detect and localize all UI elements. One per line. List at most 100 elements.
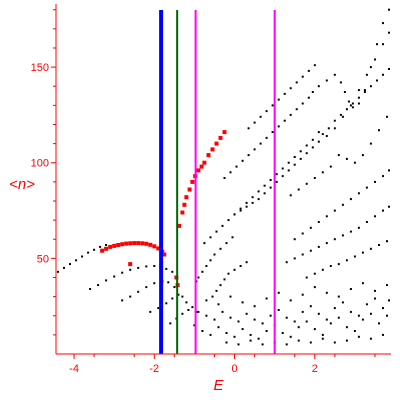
data-point [93, 248, 96, 251]
data-point [247, 127, 250, 130]
data-point [301, 293, 304, 296]
data-point [388, 31, 390, 34]
highlight-point [156, 246, 161, 251]
data-point [333, 73, 336, 76]
data-point [388, 205, 390, 208]
data-point [215, 289, 218, 292]
data-point [297, 188, 300, 191]
data-point [281, 175, 284, 178]
data-point [382, 209, 384, 212]
data-point [169, 322, 172, 325]
data-point [229, 295, 232, 298]
data-point [277, 125, 280, 128]
data-point [217, 303, 220, 306]
data-point [217, 326, 220, 329]
data-point [213, 253, 216, 256]
data-point [369, 312, 372, 315]
data-point [349, 288, 352, 290]
highlight-point [128, 262, 133, 267]
data-point [225, 341, 228, 344]
data-point [337, 295, 340, 298]
highlight-point [199, 164, 204, 169]
data-point [191, 306, 194, 309]
data-point [347, 100, 350, 103]
data-point [137, 266, 140, 269]
data-point [295, 108, 298, 111]
data-point [313, 272, 316, 275]
highlight-point [152, 244, 157, 249]
data-point [295, 81, 298, 84]
data-point [215, 230, 218, 233]
data-point [357, 192, 360, 195]
data-point [386, 284, 388, 287]
data-point [325, 79, 328, 82]
data-point [297, 339, 300, 342]
data-point [287, 169, 290, 172]
data-point [345, 339, 348, 342]
data-point [197, 276, 200, 279]
data-point [313, 177, 316, 179]
data-point [333, 238, 336, 241]
data-point [374, 58, 376, 61]
data-point [245, 261, 248, 264]
data-point [311, 138, 314, 141]
data-point [309, 305, 312, 308]
data-point [309, 341, 312, 344]
highlight-point [180, 210, 185, 215]
data-point [231, 236, 234, 239]
data-point [345, 157, 348, 160]
data-point [121, 271, 124, 274]
data-point [269, 186, 272, 189]
highlight-point [222, 130, 227, 135]
data-point [321, 171, 324, 174]
highlight-point [120, 242, 125, 247]
data-point [317, 131, 320, 134]
data-point [229, 171, 232, 174]
data-point [376, 79, 378, 82]
data-point [374, 297, 376, 300]
highlight-point [184, 195, 189, 200]
data-point [388, 68, 390, 70]
data-point [281, 167, 284, 170]
data-point [374, 180, 376, 183]
highlight-point [214, 141, 219, 146]
x-tick-label: -4 [69, 363, 79, 375]
data-point [145, 286, 148, 289]
data-point [275, 173, 278, 176]
ticks: -4 -2 0 2 50 100 150 [31, 9, 376, 375]
data-point [333, 341, 336, 344]
data-point [329, 265, 332, 267]
data-point [317, 85, 320, 88]
data-point [75, 259, 78, 262]
data-point [253, 305, 256, 308]
data-point [253, 148, 256, 151]
data-point [245, 312, 248, 315]
data-point [259, 142, 262, 145]
data-point [301, 102, 304, 105]
data-point [307, 96, 310, 99]
data-point [205, 265, 208, 267]
data-point [369, 66, 372, 69]
data-point [97, 284, 100, 287]
highlight-point [128, 241, 133, 246]
data-point [365, 303, 368, 306]
data-point [237, 320, 240, 323]
data-point [293, 163, 296, 166]
highlight-point [112, 243, 117, 248]
data-point [388, 299, 390, 302]
data-point [69, 263, 71, 266]
data-point [369, 85, 372, 88]
data-point [181, 312, 184, 315]
data-point [283, 92, 286, 95]
data-point [265, 297, 268, 300]
data-point [223, 177, 226, 179]
data-point [145, 265, 148, 268]
data-point [149, 310, 152, 313]
x-axis-label: E [213, 377, 224, 394]
data-point [374, 215, 376, 218]
data-point [339, 113, 342, 116]
data-point [299, 157, 302, 160]
data-point [345, 108, 348, 111]
data-point [227, 272, 230, 275]
